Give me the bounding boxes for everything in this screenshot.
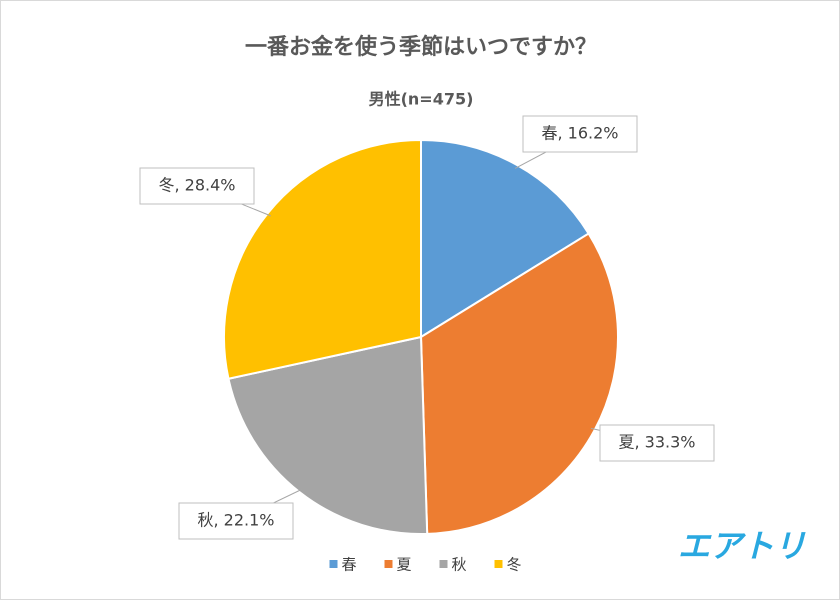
legend-label: 夏 xyxy=(397,556,412,574)
pie-slice xyxy=(419,232,619,535)
data-label: 秋, 22.1% xyxy=(197,511,274,530)
label-box xyxy=(599,424,715,462)
legend-swatch xyxy=(494,560,503,568)
legend-label: 春 xyxy=(342,556,357,574)
logo: エアトリ xyxy=(678,527,806,565)
legend-swatch xyxy=(439,560,448,568)
legend-swatch xyxy=(384,560,393,568)
chart-subtitle: 男性(n=475) xyxy=(369,90,474,109)
label-box xyxy=(522,115,638,153)
pie-slice xyxy=(223,138,422,380)
legend-label: 冬 xyxy=(507,556,522,574)
chart-title: 一番お金を使う季節はいつですか？ xyxy=(245,34,597,60)
data-label: 春, 16.2% xyxy=(541,124,618,143)
label-box xyxy=(139,167,255,205)
label-box xyxy=(178,502,294,540)
data-label: 冬, 28.4% xyxy=(158,176,235,195)
pie-slice xyxy=(420,138,591,339)
legend-label: 秋 xyxy=(452,556,467,574)
pie-slice xyxy=(227,335,429,535)
legend-swatch xyxy=(329,560,338,568)
data-label: 夏, 33.3% xyxy=(618,433,695,452)
